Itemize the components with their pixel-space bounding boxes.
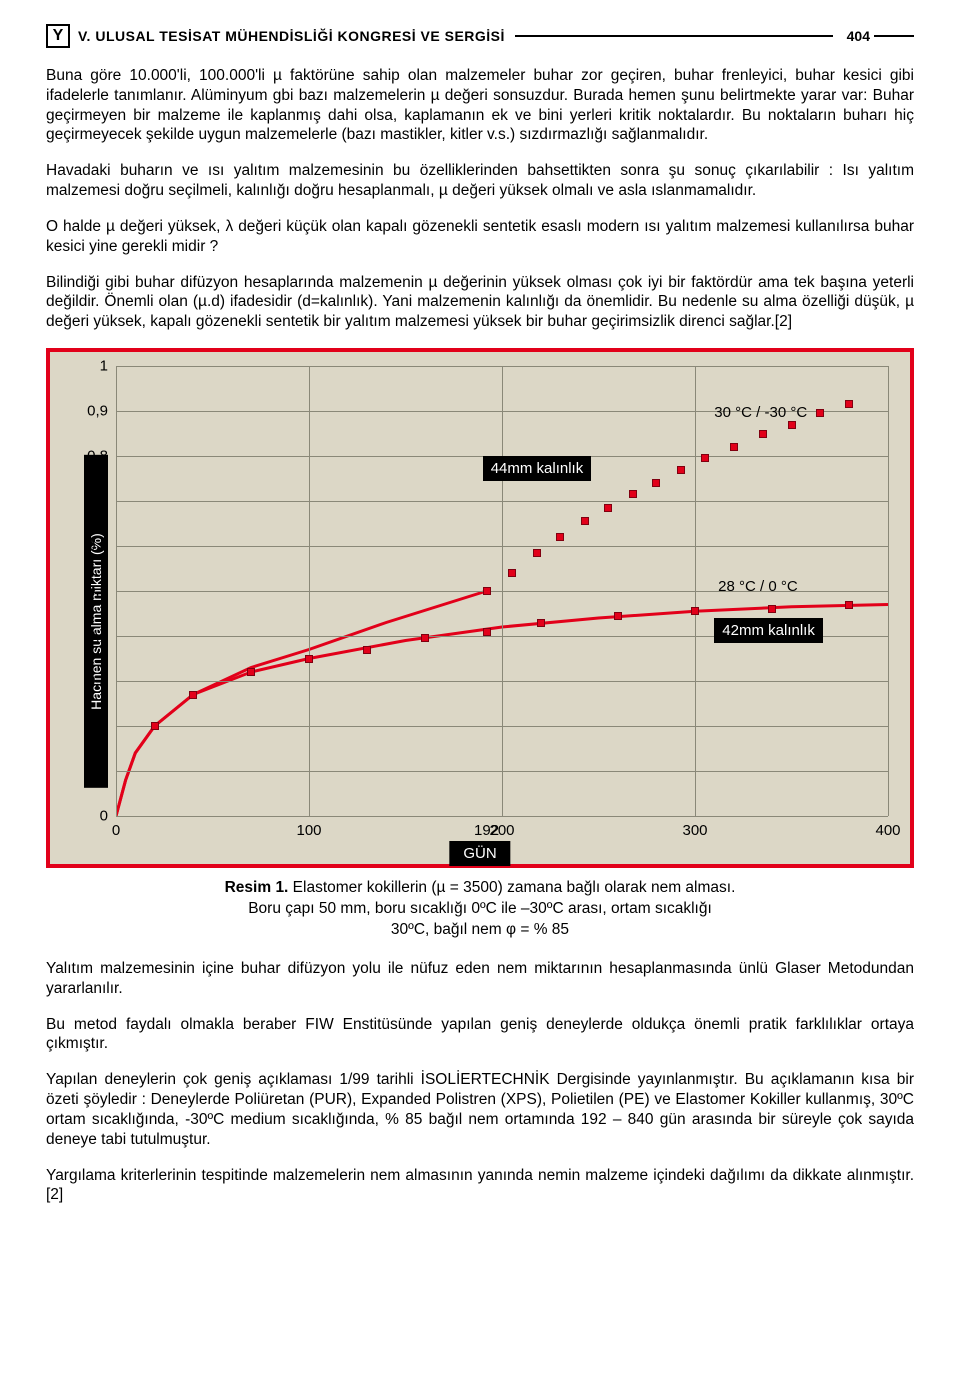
data-marker: [701, 454, 709, 462]
data-marker: [483, 628, 491, 636]
data-marker: [768, 605, 776, 613]
y-tick-label: 1: [100, 358, 116, 375]
data-marker: [816, 409, 824, 417]
temp-label-upper: 30 °C / -30 °C: [714, 404, 807, 421]
header-rule-end: [874, 35, 914, 37]
grid-line-vertical: [695, 366, 696, 816]
data-marker: [677, 466, 685, 474]
data-marker: [629, 490, 637, 498]
grid-line-vertical: [502, 366, 503, 816]
data-marker: [759, 430, 767, 438]
data-marker: [652, 479, 660, 487]
page-container: Y V. ULUSAL TESİSAT MÜHENDİSLİĞİ KONGRES…: [0, 0, 960, 1245]
data-marker: [483, 587, 491, 595]
moisture-chart: Hacmen su alma miktarı (%) 00,10,20,30,4…: [46, 348, 914, 868]
paragraph-5: Yalıtım malzemesinin içine buhar difüzyo…: [46, 959, 914, 999]
y-tick-label: 0,8: [87, 448, 116, 465]
data-marker: [533, 549, 541, 557]
paragraph-8: Yargılama kriterlerinin tespitinde malze…: [46, 1166, 914, 1206]
paragraph-4: Bilindiği gibi buhar difüzyon hesapların…: [46, 273, 914, 332]
data-marker: [421, 634, 429, 642]
data-marker: [845, 400, 853, 408]
grid-line-vertical: [309, 366, 310, 816]
x-tick-label: 100: [296, 816, 321, 839]
chart-caption: Resim 1. Elastomer kokillerin (µ = 3500)…: [46, 878, 914, 941]
y-tick-label: 0,9: [87, 403, 116, 420]
y-tick-label: 0,7: [87, 493, 116, 510]
data-marker: [614, 612, 622, 620]
y-tick-label: 0,1: [87, 763, 116, 780]
data-marker: [845, 601, 853, 609]
chart-x-axis-label: GÜN: [449, 841, 510, 866]
data-marker: [508, 569, 516, 577]
paragraph-3: O halde µ değeri yüksek, λ değeri küçük …: [46, 217, 914, 257]
data-marker: [730, 443, 738, 451]
data-marker: [363, 646, 371, 654]
data-marker: [691, 607, 699, 615]
x-tick-label: 300: [682, 816, 707, 839]
grid-line-vertical: [888, 366, 889, 816]
paragraph-7: Yapılan deneylerin çok geniş açıklaması …: [46, 1070, 914, 1149]
paragraph-1: Buna göre 10.000'li, 100.000'li µ faktör…: [46, 66, 914, 145]
caption-line3: 30ºC, bağıl nem φ = % 85: [391, 921, 569, 938]
y-tick-label: 0,2: [87, 718, 116, 735]
paragraph-6: Bu metod faydalı olmakla beraber FIW Ens…: [46, 1015, 914, 1055]
data-marker: [189, 691, 197, 699]
temp-label-lower: 28 °C / 0 °C: [718, 578, 798, 595]
x-tick-label: 0: [112, 816, 120, 839]
paragraph-2: Havadaki buharın ve ısı yalıtım malzemes…: [46, 161, 914, 201]
data-marker: [788, 421, 796, 429]
data-marker: [556, 533, 564, 541]
data-marker: [581, 517, 589, 525]
header-rule: [515, 35, 833, 37]
y-tick-label: 0,6: [87, 538, 116, 555]
x-tick-label: 200: [489, 816, 514, 839]
data-marker: [151, 722, 159, 730]
data-marker: [537, 619, 545, 627]
y-tick-label: 0,4: [87, 628, 116, 645]
data-marker: [604, 504, 612, 512]
caption-bold: Resim 1.: [225, 879, 289, 896]
annotation-42mm: 42mm kalınlık: [714, 618, 823, 643]
x-tick-label: 400: [875, 816, 900, 839]
data-marker: [305, 655, 313, 663]
y-tick-label: 0,5: [87, 583, 116, 600]
chart-plot-area: 00,10,20,30,40,50,60,70,80,9101001922003…: [116, 366, 888, 816]
page-header: Y V. ULUSAL TESİSAT MÜHENDİSLİĞİ KONGRES…: [46, 24, 914, 48]
grid-line-vertical: [116, 366, 117, 816]
caption-line2: Boru çapı 50 mm, boru sıcaklığı 0ºC ile …: [248, 900, 712, 917]
caption-line1: Elastomer kokillerin (µ = 3500) zamana b…: [288, 879, 735, 896]
data-marker: [247, 668, 255, 676]
header-title: V. ULUSAL TESİSAT MÜHENDİSLİĞİ KONGRESİ …: [78, 28, 505, 44]
page-number: 404: [847, 28, 870, 44]
annotation-44mm: 44mm kalınlık: [483, 456, 592, 481]
y-tick-label: 0,3: [87, 673, 116, 690]
logo-icon: Y: [46, 24, 70, 48]
